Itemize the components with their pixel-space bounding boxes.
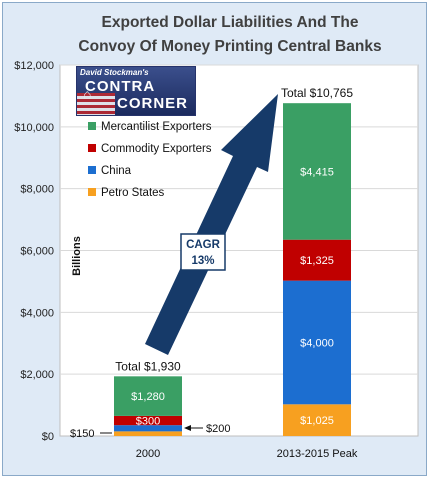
y-tick-label: $2,000 [20,369,54,381]
bar-segment [283,103,351,240]
data-label: $1,025 [300,415,334,427]
total-label: Total $1,930 [115,359,181,373]
bar-segment [283,280,351,405]
y-tick-label: $8,000 [20,184,54,196]
legend-entry: Mercantilist Exporters [101,121,212,133]
y-tick-label: $0 [42,431,54,443]
bar-segment [114,415,182,426]
cagr-box [180,233,226,271]
x-tick-label: 2013-2015 Peak [277,448,358,460]
legend-entry: Commodity Exporters [101,143,212,155]
y-tick-label: $6,000 [20,246,54,258]
y-tick-label: $10,000 [14,122,54,134]
logo-word-contra: CONTRA [85,78,156,95]
growth-arrow [145,94,278,355]
data-label: $300 [136,416,160,428]
cagr-label: CAGR [186,239,221,251]
data-label: $4,000 [300,337,334,349]
bar-segment [114,425,182,432]
total-label: Total $10,765 [281,86,353,100]
legend-entry: China [101,165,132,177]
data-label: $4,415 [300,166,334,178]
flag-stripes-icon [77,93,115,115]
legend-swatch [88,122,96,130]
y-axis-label: Billions [71,236,83,276]
x-tick-label: 2000 [136,448,160,460]
contra-corner-logo: ⌂ David Stockman's CONTRA CORNER [76,66,196,116]
bar-segment [283,404,351,436]
legend-swatch [88,166,96,174]
y-tick-label: $12,000 [14,60,54,72]
bar-segment [283,239,351,281]
chart-title-line-1: Exported Dollar Liabilities And The [101,14,359,31]
callout-right: $200 [206,423,230,435]
y-tick-label: $4,000 [20,307,54,319]
logo-word-corner: CORNER [117,95,189,112]
callout-left: $150 [70,428,94,440]
logo-byline: David Stockman's [80,68,149,77]
data-label: $1,280 [131,391,165,403]
data-label: $1,325 [300,255,334,267]
callout-right-arrowhead [184,425,191,431]
capitol-dome-icon: ⌂ [83,86,92,102]
cagr-value: 13% [191,255,214,267]
bar-segment [114,376,182,416]
legend-swatch [88,188,96,196]
bar-segment [114,431,182,436]
legend-entry: Petro States [101,187,165,199]
chart-title-line-2: Convoy Of Money Printing Central Banks [78,38,382,55]
legend-swatch [88,144,96,152]
